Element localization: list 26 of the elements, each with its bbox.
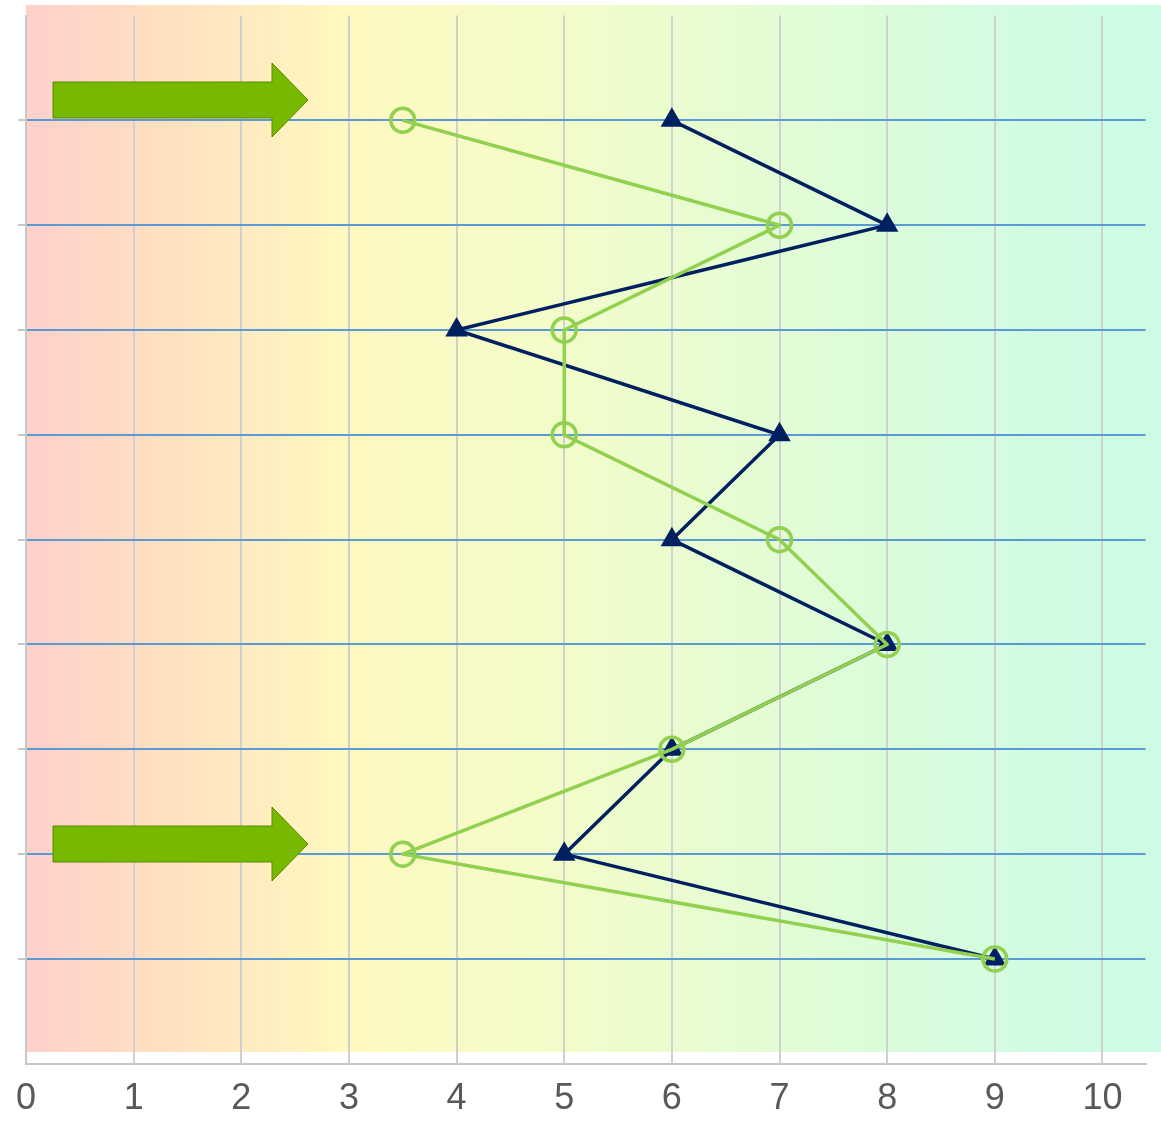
point xyxy=(550,316,578,344)
x-tick-label: 0 xyxy=(15,1076,37,1118)
point xyxy=(553,842,575,861)
point xyxy=(768,422,791,442)
x-tick-label: 10 xyxy=(1082,1076,1123,1118)
point xyxy=(661,108,683,127)
x-tick-label: 7 xyxy=(769,1076,790,1118)
x-tick-label: 2 xyxy=(231,1076,252,1118)
point xyxy=(765,211,794,239)
x-tick-label: 1 xyxy=(123,1076,144,1118)
point xyxy=(550,421,578,449)
x-tick-label: 3 xyxy=(338,1076,359,1118)
point xyxy=(765,525,794,554)
point xyxy=(661,527,683,547)
x-tick-label: 8 xyxy=(877,1076,898,1118)
point xyxy=(873,630,901,659)
point xyxy=(658,735,686,764)
point xyxy=(981,945,1009,973)
point xyxy=(389,840,417,868)
x-tick-label: 6 xyxy=(661,1076,682,1118)
point xyxy=(876,213,898,232)
point xyxy=(389,106,417,135)
x-tick-label: 4 xyxy=(446,1076,467,1118)
x-tick-label: 5 xyxy=(554,1076,575,1118)
point xyxy=(446,317,468,337)
x-tick-label: 9 xyxy=(984,1076,1005,1118)
